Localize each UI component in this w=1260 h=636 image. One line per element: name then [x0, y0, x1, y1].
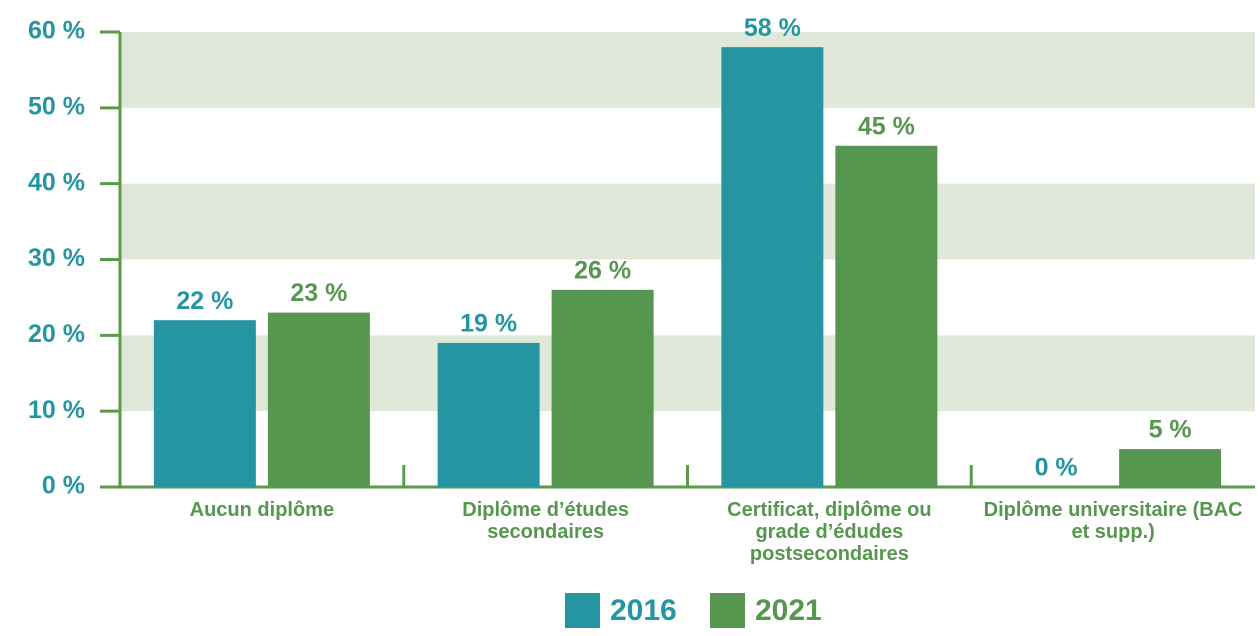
y-tick-label: 60 % — [28, 17, 85, 45]
data-label: 19 % — [460, 310, 517, 338]
data-label: 45 % — [858, 112, 915, 140]
data-label: 0 % — [1035, 454, 1078, 482]
y-tick-label: 10 % — [28, 396, 85, 424]
grid-band — [120, 183, 1255, 260]
y-tick-label: 30 % — [28, 244, 85, 272]
bar — [153, 320, 256, 487]
legend-swatch — [565, 593, 600, 628]
legend-swatch — [710, 593, 745, 628]
data-label: 26 % — [574, 256, 631, 284]
grid-band — [120, 32, 1255, 108]
x-tick-label: Diplôme universitaire (BAC et supp.) — [983, 499, 1243, 543]
data-label: 58 % — [744, 14, 801, 42]
legend-label: 2021 — [755, 594, 822, 627]
y-tick-label: 50 % — [28, 92, 85, 120]
data-label: 22 % — [176, 287, 233, 315]
y-tick-label: 20 % — [28, 320, 85, 348]
data-label: 23 % — [290, 279, 347, 307]
bar — [551, 289, 654, 487]
y-tick-label: 0 % — [42, 472, 85, 500]
data-label: 5 % — [1149, 416, 1192, 444]
bar — [835, 145, 938, 487]
bar — [437, 342, 540, 487]
bar — [267, 312, 370, 487]
bar — [721, 47, 824, 488]
legend-label: 2016 — [610, 594, 677, 627]
y-tick-label: 40 % — [28, 168, 85, 196]
x-tick-label: Certificat, diplôme ou grade d’édudes po… — [727, 499, 932, 565]
x-tick-label: Diplôme d’études secondaires — [462, 499, 629, 543]
bar — [1119, 449, 1222, 487]
x-tick-label: Aucun diplôme — [189, 499, 335, 521]
